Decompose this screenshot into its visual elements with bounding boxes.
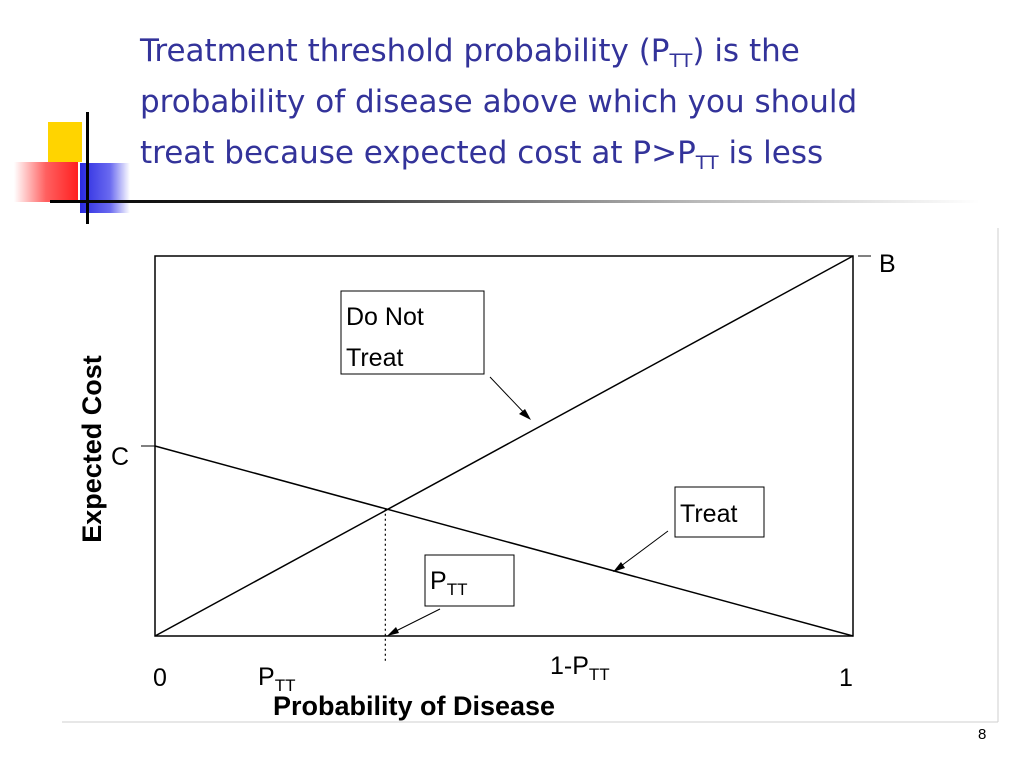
annotation-do-not-treat-line2: Treat <box>346 344 403 372</box>
x-axis-title: Probability of Disease <box>273 691 555 721</box>
decorative-vertical-line <box>86 112 89 224</box>
title-line-2: probability of disease above which you s… <box>140 84 858 120</box>
y-axis-title: Expected Cost <box>77 355 107 543</box>
annotation-box-ptt <box>424 554 515 607</box>
x-marker-one-minus-ptt: 1-PTT <box>550 652 610 684</box>
title-line-1: Treatment threshold probability (PTT) is… <box>140 33 800 72</box>
y-marker-label-b: B <box>879 250 896 278</box>
annotation-arrow-treat <box>616 530 669 570</box>
annotation-box-do-not-treat <box>340 290 485 375</box>
slide-number: 8 <box>978 726 987 743</box>
x-marker-ptt: PTT <box>258 663 295 695</box>
series-line-treat <box>154 445 854 637</box>
annotation-arrowhead-ptt <box>387 627 399 636</box>
annotation-arrowhead-treat <box>613 562 625 572</box>
decorative-yellow-square <box>48 122 82 162</box>
slide-title: Treatment threshold probability (PTT) is… <box>140 26 1000 179</box>
series-line-do-not-treat <box>154 255 854 637</box>
annotation-ptt: PTT <box>430 567 467 599</box>
annotation-do-not-treat-line1: Do Not <box>346 303 424 331</box>
annotation-treat: Treat <box>680 500 737 528</box>
x-tick-label-1: 1 <box>839 664 853 692</box>
title-line-3: treat because expected cost at P>PTT is … <box>140 135 824 174</box>
y-marker-label-c: C <box>111 443 129 471</box>
x-tick-label-0: 0 <box>153 664 167 692</box>
annotation-arrow-ptt <box>391 608 441 634</box>
decorative-red-square <box>14 162 78 202</box>
annotation-box-treat <box>674 486 765 538</box>
annotation-arrowhead-do-not-treat <box>519 409 531 420</box>
decorative-horizontal-rule <box>50 200 980 203</box>
